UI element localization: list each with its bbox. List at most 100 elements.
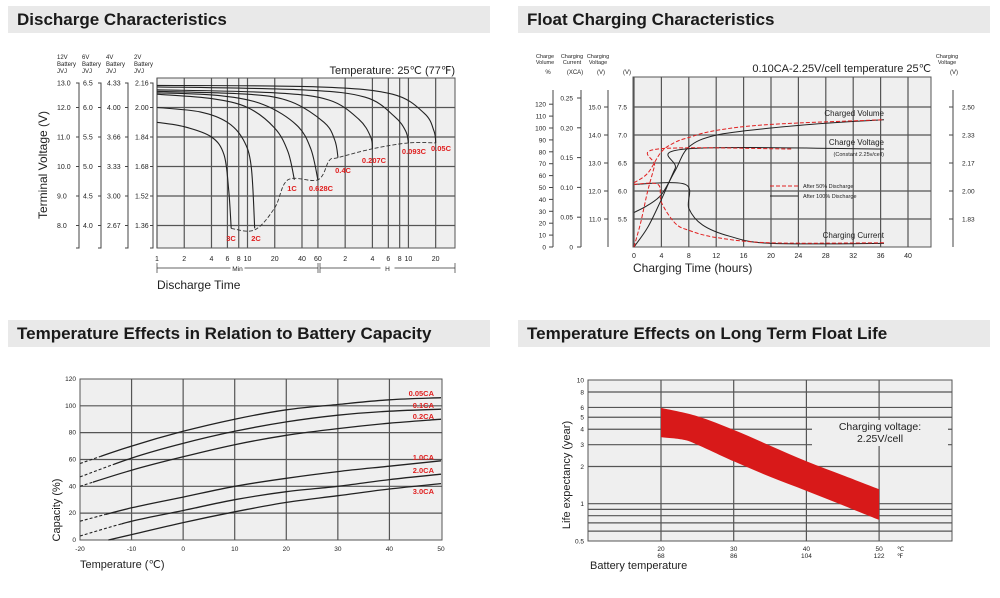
float-life-panel-title: Temperature Effects on Long Term Float L… <box>518 320 990 347</box>
current-curve-100 <box>633 182 885 245</box>
current-curve-50 <box>633 182 885 244</box>
voltage-column-header: Battery <box>134 62 153 68</box>
capacity-curve-0.2CA <box>92 418 442 483</box>
current-tick-label: 0 <box>569 245 573 252</box>
y-tick-label: 8 <box>580 389 584 396</box>
voltage-curve-50 <box>633 147 792 248</box>
x-tick-label: 4 <box>370 256 374 263</box>
voltage6-tick-label: 5.5 <box>618 217 627 224</box>
voltage-column-header: 4V <box>106 55 113 61</box>
range-label-bg <box>380 264 395 272</box>
voltage-tick-label: 4.00 <box>107 105 121 112</box>
discharge-curve-0.628C <box>156 92 319 180</box>
voltage-tick-label: 2.00 <box>135 105 149 112</box>
charge-voltage-note: (Constant 2.25v/cell) <box>834 152 885 158</box>
volume-tick-label: 60 <box>539 173 547 180</box>
y-tick-label: 0 <box>72 537 76 544</box>
voltage6-tick-label: 6.0 <box>618 189 627 196</box>
voltage12-tick-label: 14.0 <box>588 133 601 140</box>
voltage-tick-label: 2.67 <box>107 223 121 230</box>
discharge-panel-title: Discharge Characteristics <box>8 6 490 33</box>
voltage-tick-label: 5.5 <box>83 135 93 142</box>
float-plot-area <box>632 76 932 248</box>
discharge-curve-0.4C <box>156 90 339 158</box>
voltage6-tick-label: 7.0 <box>618 133 627 140</box>
current-tick-label: 0.20 <box>560 125 573 132</box>
x-tick-label: -10 <box>127 546 137 553</box>
float-annotation: 0.10CA-2.25V/cell temperature 25℃ <box>752 63 931 75</box>
x-tick-label: 32 <box>849 253 857 260</box>
y-tick-label: 3 <box>580 442 584 449</box>
charging-current-label: Charging Current <box>823 231 885 240</box>
charging-voltage-annotation: 2.25V/cell <box>857 433 903 445</box>
x-tick-label: 2 <box>343 256 347 263</box>
cell-voltage-tick-label: 2.17 <box>962 161 975 168</box>
rate-label: 3.0CA <box>413 487 435 496</box>
x-tick-label: 10 <box>231 546 239 553</box>
voltage-tick-label: 10.0 <box>57 164 71 171</box>
x-tick-label: 1 <box>155 256 159 263</box>
capacity-curve-1.0CA <box>105 460 442 515</box>
x-tick-label: 40 <box>904 253 912 260</box>
x-tick-label: 8 <box>237 256 241 263</box>
rate-label: 0.093C <box>402 147 427 156</box>
cutoff-voltage-line <box>231 142 436 232</box>
voltage-tick-label: 9.0 <box>57 194 67 201</box>
x-tick-label-f: 86 <box>730 553 738 560</box>
x-tick-label-f: 68 <box>657 553 665 560</box>
x-tick-label-c: 30 <box>730 546 738 553</box>
voltage-column-header: 12V <box>57 55 68 61</box>
x-tick-label: 20 <box>767 253 775 260</box>
voltage12-tick-label: 15.0 <box>588 105 601 112</box>
y-tick-label: 5 <box>580 415 584 422</box>
rate-label: 1.0CA <box>413 453 435 462</box>
y-tick-label: 4 <box>580 427 584 434</box>
volume-curve-100 <box>633 119 885 213</box>
x-tick-label-f: 122 <box>874 553 885 560</box>
volume-tick-label: 80 <box>539 149 547 156</box>
volume-tick-label: 20 <box>539 221 547 228</box>
axis-unit: (V) <box>950 70 958 76</box>
voltage-tick-label: 2.16 <box>135 81 149 88</box>
voltage-tick-label: 3.33 <box>107 164 121 171</box>
volume-tick-label: 100 <box>535 126 546 133</box>
voltage-tick-label: 11.0 <box>57 135 70 142</box>
volume-tick-label: 90 <box>539 137 547 144</box>
voltage6-tick-label: 7.5 <box>618 105 627 112</box>
rate-label: 1C <box>287 184 297 193</box>
x-tick-label: 4 <box>659 253 663 260</box>
range-label: Min <box>232 266 243 273</box>
x-tick-label: 8 <box>398 256 402 263</box>
voltage-column-header: JVJ <box>57 69 67 75</box>
volume-tick-label: 120 <box>535 102 546 109</box>
unit-c: ℃ <box>897 546 905 553</box>
life-x-axis-title: Battery temperature <box>590 560 687 572</box>
cell-voltage-tick-label: 2.00 <box>962 189 975 196</box>
cell-voltage-tick-label: 1.83 <box>962 217 975 224</box>
life-y-axis-title: Life expectancy (year) <box>561 421 573 529</box>
unit-f: ℉ <box>897 553 904 560</box>
x-tick-label-c: 40 <box>803 546 811 553</box>
axis-header: Voltage <box>938 60 956 66</box>
capacity-curve-3.0CA <box>108 482 442 541</box>
y-tick-label: 10 <box>577 378 585 385</box>
legend-label: After 50% Discharge <box>803 184 853 190</box>
current-tick-label: 0.15 <box>560 155 573 162</box>
y-tick-label: 20 <box>69 510 77 517</box>
discharge-curve-3C <box>156 121 232 229</box>
voltage-column-header: 2V <box>134 55 141 61</box>
axis-unit: (V) <box>597 70 605 76</box>
rate-label: 2C <box>251 234 261 243</box>
y-tick-label: 120 <box>65 376 76 383</box>
current-tick-label: 0.25 <box>560 96 573 103</box>
float-panel-title: Float Charging Characteristics <box>518 6 990 33</box>
voltage-curve-100 <box>633 147 885 248</box>
discharge-curve-0.05C <box>156 84 437 143</box>
axis-header: Charging <box>561 54 583 60</box>
y-tick-label: 80 <box>69 430 77 437</box>
discharge-curve-2C <box>156 106 256 229</box>
voltage-tick-label: 12.0 <box>57 105 71 112</box>
voltage-tick-label: 1.84 <box>135 135 149 142</box>
range-label-bg <box>230 264 245 272</box>
